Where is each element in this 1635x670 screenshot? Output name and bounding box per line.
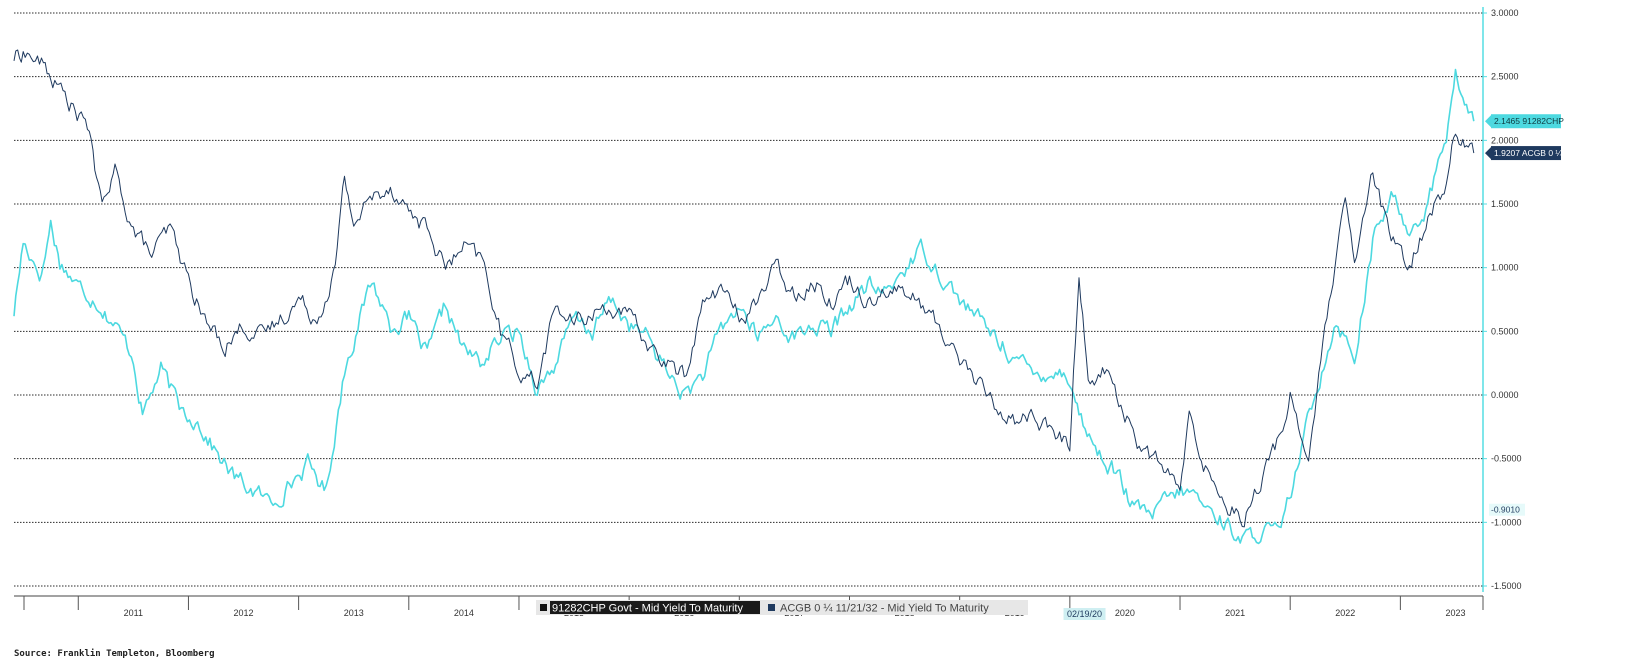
x-tick-label: 2014	[454, 608, 474, 618]
x-tick-label: 2023	[1445, 608, 1465, 618]
legend-swatch-91282chp	[540, 604, 547, 611]
last-value-labels: 2.1465 91282CHP 1.9207 ACGB 0 ¼	[1485, 114, 1564, 161]
series-line-91282chp	[13, 68, 1475, 545]
x-tick-label: 2021	[1225, 608, 1245, 618]
annotations: -0.9010	[1489, 503, 1525, 516]
y-tick-label: -1.5000	[1491, 581, 1522, 591]
y-axis-ticks: 3.0000 2.5000 2.0000 1.5000 1.0000 0.5000 0.00…	[1483, 8, 1522, 591]
y-tick-label: 3.0000	[1491, 8, 1519, 18]
value-pointer	[1485, 115, 1491, 128]
value-label-background	[1491, 146, 1561, 161]
x-tick-label: 2011	[124, 608, 143, 618]
source-note: Source: Franklin Templeton, Bloomberg	[14, 648, 214, 659]
value-label-text: 1.9207 ACGB 0 ¼	[1494, 148, 1563, 158]
legend-entry-91282chp: 91282CHP Govt - Mid Yield To Maturity	[552, 603, 743, 615]
y-tick-label: 1.5000	[1491, 199, 1519, 209]
y-tick-label: 0.5000	[1491, 326, 1519, 336]
date-marker-label: 02/19/20	[1067, 609, 1102, 619]
x-tick-label: 2013	[344, 608, 364, 618]
legend-entry-acgb: ACGB 0 ¼ 11/21/32 - Mid Yield To Maturit…	[780, 603, 989, 615]
y-tick-label: 2.5000	[1491, 72, 1519, 82]
y-tick-label: 2.0000	[1491, 135, 1519, 145]
legend-swatch-acgb	[768, 604, 775, 611]
value-label-text: 2.1465 91282CHP	[1494, 116, 1564, 126]
y-tick-label: 0.0000	[1491, 390, 1519, 400]
y-tick-label: -0.5000	[1491, 454, 1522, 464]
series-lines	[13, 49, 1475, 545]
value-pointer	[1485, 147, 1491, 160]
x-tick-label: 2012	[234, 608, 254, 618]
annotation-label: -0.9010	[1491, 505, 1520, 515]
legend-highlight-91282chp	[550, 601, 760, 614]
date-marker-background	[1063, 608, 1106, 620]
value-label-background	[1491, 114, 1561, 129]
last-value-91282chp: 2.1465 91282CHP	[1485, 114, 1564, 129]
y-tick-label: 1.0000	[1491, 263, 1519, 273]
x-tick-label: 2022	[1335, 608, 1355, 618]
y-tick-label: -1.0000	[1491, 517, 1522, 527]
series-line-acgb	[13, 49, 1475, 528]
annotation-background	[1489, 503, 1525, 516]
legend: 91282CHP Govt - Mid Yield To Maturity AC…	[536, 600, 1028, 615]
date-marker: 02/19/20	[1063, 608, 1106, 620]
last-value-acgb: 1.9207 ACGB 0 ¼	[1485, 146, 1563, 161]
x-tick-label: 2020	[1115, 608, 1135, 618]
grid-lines	[14, 12, 1483, 587]
